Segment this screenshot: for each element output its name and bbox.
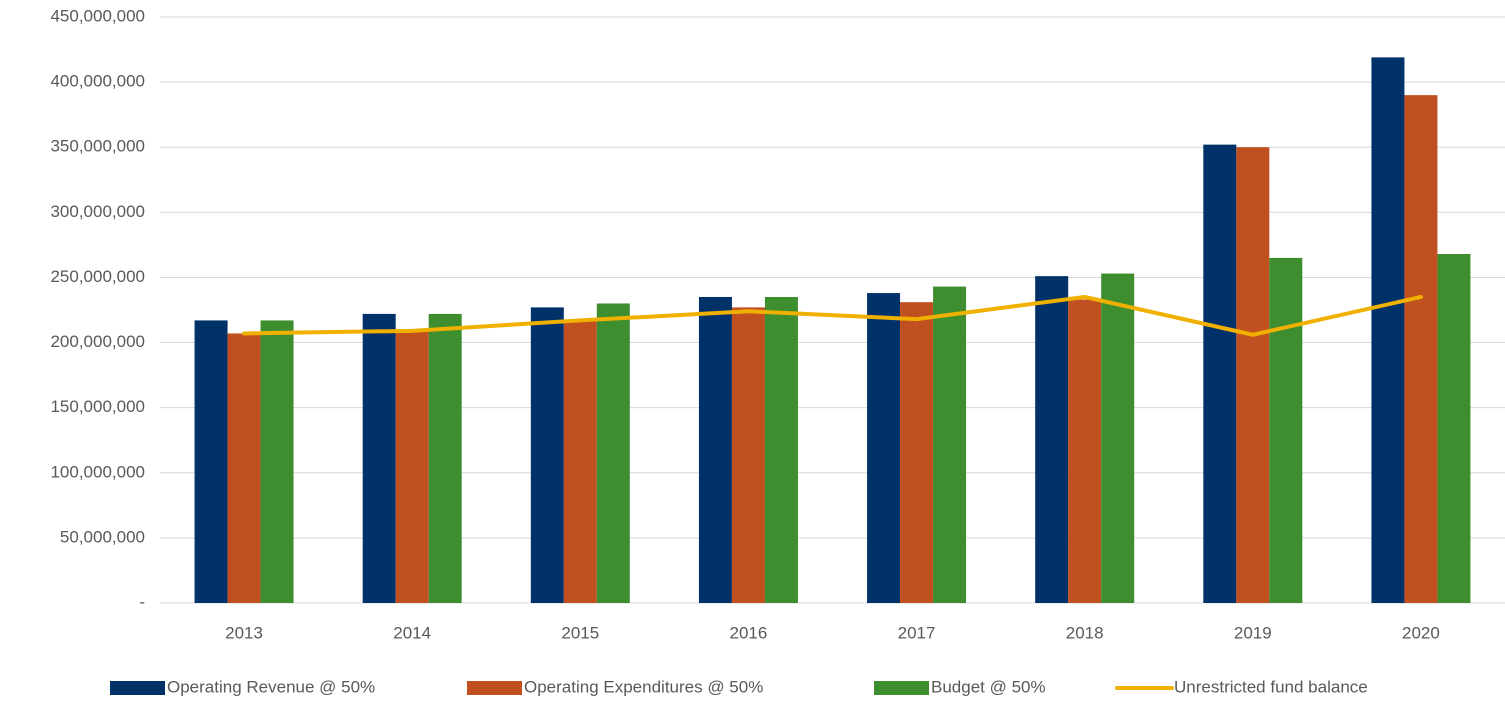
bar (1404, 95, 1438, 603)
legend-label: Budget @ 50% (931, 677, 1046, 696)
bar (1101, 273, 1135, 603)
y-tick-label: 450,000,000 (50, 6, 145, 25)
bar (1068, 299, 1102, 603)
legend-label: Operating Revenue @ 50% (167, 677, 375, 696)
bar (260, 320, 294, 603)
y-tick-label: 200,000,000 (50, 332, 145, 351)
bar (227, 333, 261, 603)
bar (1203, 144, 1237, 603)
x-tick-label: 2017 (898, 623, 936, 642)
y-tick-label: - (139, 592, 145, 611)
x-tick-label: 2018 (1066, 623, 1104, 642)
legend-swatch (874, 681, 929, 695)
x-tick-label: 2014 (393, 623, 431, 642)
y-tick-label: 250,000,000 (50, 267, 145, 286)
bar (362, 313, 396, 603)
y-tick-label: 400,000,000 (50, 72, 145, 91)
legend-swatch (110, 681, 165, 695)
bar (194, 320, 228, 603)
bar (530, 307, 564, 603)
bar (1269, 257, 1303, 603)
x-tick-label: 2019 (1234, 623, 1272, 642)
x-tick-label: 2016 (730, 623, 768, 642)
line-series (242, 294, 1423, 337)
y-tick-label: 100,000,000 (50, 462, 145, 481)
bar (900, 302, 934, 603)
legend-swatch (467, 681, 522, 695)
bar (395, 329, 429, 603)
bar (1437, 254, 1471, 603)
bar (596, 303, 630, 603)
y-tick-label: 300,000,000 (50, 202, 145, 221)
y-tick-label: 150,000,000 (50, 397, 145, 416)
bar (867, 293, 901, 603)
bar (428, 313, 462, 603)
legend-label: Operating Expenditures @ 50% (524, 677, 763, 696)
bar (563, 320, 597, 603)
y-tick-label: 350,000,000 (50, 137, 145, 156)
legend-label: Unrestricted fund balance (1174, 677, 1368, 696)
x-tick-label: 2015 (561, 623, 599, 642)
bar (1035, 276, 1069, 603)
x-tick-label: 2013 (225, 623, 263, 642)
x-tick-label: 2020 (1402, 623, 1440, 642)
bar (933, 286, 967, 603)
bar (1371, 57, 1405, 603)
y-tick-label: 50,000,000 (60, 527, 145, 546)
bar (731, 307, 765, 603)
bar (698, 296, 732, 603)
bar (1236, 147, 1270, 603)
bar (764, 296, 798, 603)
